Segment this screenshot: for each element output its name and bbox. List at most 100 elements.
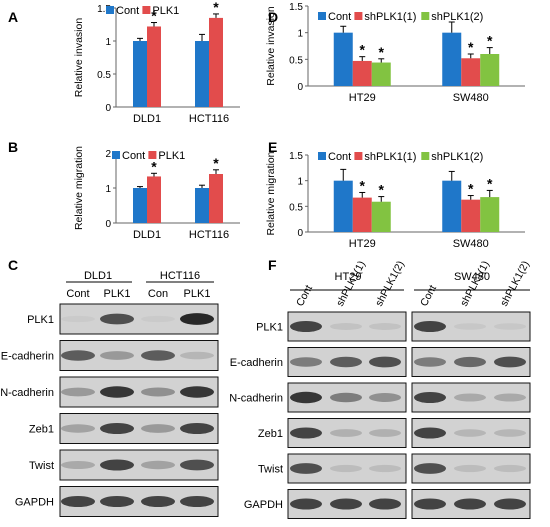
significance-star: * [151, 8, 157, 24]
legend-label: shPLK1(1) [364, 11, 416, 23]
protein-band [141, 315, 175, 323]
bar-chart-d: 0 0.5 1 1.5 Relative invasion * * HT29 * * SW480 Co… [265, 2, 525, 104]
protein-band [454, 464, 486, 473]
y-axis-label: Relative migration [265, 151, 277, 235]
y-tick-label: 0.5 [97, 70, 111, 81]
protein-band [61, 460, 95, 470]
bar [195, 41, 209, 107]
blot-group-label: SW480 [454, 271, 490, 283]
protein-band [290, 391, 322, 404]
bar-chart-b: 0 1 2 Relative migration * DLD1 * HCT116 Cont PLK… [73, 146, 240, 241]
protein-band [414, 391, 446, 404]
legend-swatch [318, 12, 326, 20]
legend-label: PLK1 [152, 5, 179, 17]
lane-label: Cont [294, 283, 315, 308]
bar [480, 197, 500, 232]
lane-label: shPLK1(2) [498, 259, 532, 308]
protein-band [369, 498, 401, 510]
legend-swatch [354, 152, 363, 160]
legend-label: Cont [116, 5, 139, 17]
lane-label: shPLK1(1) [458, 259, 492, 308]
legend-swatch [354, 12, 363, 20]
protein-band [330, 392, 362, 403]
protein-band [414, 427, 446, 439]
significance-star: * [487, 175, 493, 191]
legend-swatch [142, 6, 151, 14]
y-tick-label: 0 [105, 103, 111, 114]
protein-band [180, 351, 214, 360]
protein-band [100, 386, 134, 398]
protein-band [100, 313, 134, 325]
x-category-label: HCT116 [189, 113, 229, 125]
bar [461, 199, 481, 232]
blot-row-label: E-cadherin [230, 357, 283, 369]
significance-star: * [151, 158, 157, 174]
protein-band [330, 429, 362, 437]
blot-group-label: DLD1 [84, 270, 112, 282]
protein-band [61, 315, 95, 323]
protein-band [414, 463, 446, 474]
panel-letter-b: B [8, 139, 18, 155]
bar [333, 180, 353, 232]
y-tick-label: 2 [105, 149, 111, 160]
panel-letter-d: D [268, 9, 278, 25]
bar [209, 174, 223, 223]
significance-star: * [468, 181, 474, 197]
protein-band [330, 356, 362, 368]
protein-band [180, 386, 214, 398]
y-tick-label: 0 [105, 219, 111, 230]
protein-band [61, 350, 95, 361]
protein-band [180, 313, 214, 325]
x-category-label: DLD1 [133, 113, 161, 125]
blot-row-label: PLK1 [27, 314, 54, 326]
protein-band [494, 356, 526, 368]
legend-label: Cont [328, 11, 351, 23]
protein-band [100, 495, 134, 508]
protein-band [369, 356, 401, 368]
y-tick-label: 1 [297, 29, 303, 40]
significance-star: * [487, 33, 493, 49]
bar [133, 188, 147, 223]
y-tick-label: 0.5 [289, 55, 303, 66]
bar [133, 41, 147, 107]
legend-swatch [106, 6, 114, 14]
blot-row-label: PLK1 [256, 322, 283, 334]
protein-band [290, 320, 322, 333]
y-tick-label: 0 [297, 82, 303, 93]
bar [209, 17, 223, 107]
blot-group-label: HT29 [335, 271, 362, 283]
protein-band [141, 350, 175, 361]
legend-label: shPLK1(2) [431, 151, 483, 163]
protein-band [141, 387, 175, 397]
x-category-label: SW480 [453, 92, 489, 104]
bar [461, 58, 481, 86]
significance-star: * [360, 177, 366, 193]
y-axis-label: Relative invasion [265, 6, 277, 86]
bar [147, 26, 161, 108]
panel-letter-e: E [268, 139, 277, 155]
legend-swatch [148, 151, 157, 159]
legend-label: PLK1 [158, 150, 185, 162]
significance-star: * [379, 182, 385, 198]
protein-band [290, 357, 322, 367]
lane-label: PLK1 [184, 288, 211, 300]
protein-band [454, 393, 486, 402]
x-category-label: HCT116 [189, 229, 229, 241]
legend-label: Cont [328, 151, 351, 163]
protein-band [494, 429, 526, 437]
lane-label: Cont [418, 283, 439, 308]
protein-band [180, 495, 214, 508]
y-tick-label: 0.5 [289, 202, 303, 213]
lane-label: PLK1 [104, 288, 131, 300]
protein-band [100, 459, 134, 471]
blot-group-label: HCT116 [160, 270, 200, 282]
blot-row-label: N-cadherin [0, 387, 54, 399]
protein-band [290, 427, 322, 439]
protein-band [61, 495, 95, 508]
panel-letter-f: F [268, 257, 277, 273]
protein-band [61, 387, 95, 397]
y-tick-label: 1.5 [289, 2, 303, 13]
protein-band [100, 351, 134, 360]
